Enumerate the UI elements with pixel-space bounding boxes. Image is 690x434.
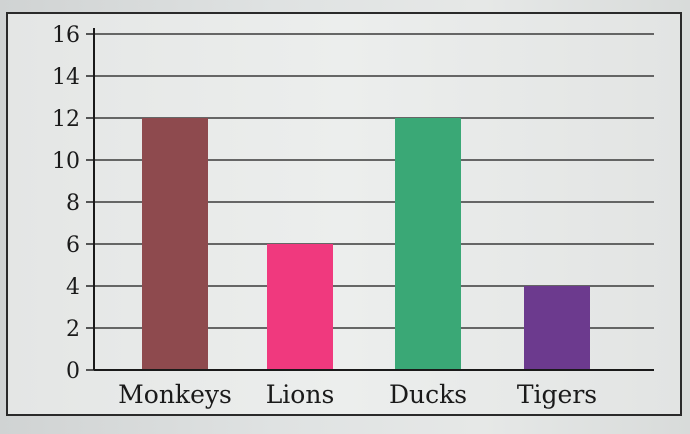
y-tick-label: 8: [66, 191, 80, 216]
y-tick-label: 14: [52, 65, 80, 90]
y-axis-ticks: 0 2 4 6 8 10 12 14 16: [52, 23, 94, 384]
y-tick-label: 4: [66, 275, 80, 300]
x-label-monkeys: Monkeys: [118, 380, 232, 409]
y-tick-label: 0: [66, 359, 80, 384]
bar-tigers: [524, 286, 590, 370]
x-label-lions: Lions: [266, 380, 335, 409]
y-tick-label: 2: [66, 317, 80, 342]
axes: [93, 28, 654, 371]
bar-monkeys: [142, 118, 208, 370]
x-label-tigers: Tigers: [517, 380, 597, 409]
bar-lions: [267, 244, 333, 370]
x-axis-labels: Monkeys Lions Ducks Tigers: [118, 380, 597, 409]
y-tick-label: 16: [52, 23, 80, 48]
y-tick-label: 6: [66, 233, 80, 258]
y-tick-label: 10: [52, 149, 80, 174]
y-tick-label: 12: [52, 107, 80, 132]
x-label-ducks: Ducks: [389, 380, 467, 409]
bars: [142, 118, 590, 370]
bar-ducks: [395, 118, 461, 370]
